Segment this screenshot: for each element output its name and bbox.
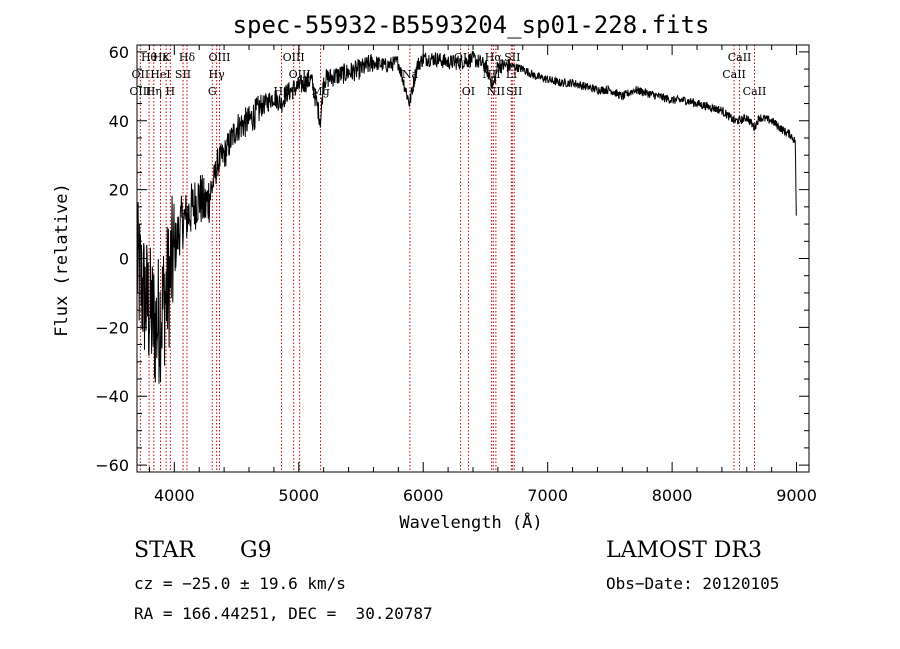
y-tick-label: −20 bbox=[95, 318, 129, 337]
y-tick-label: 60 bbox=[109, 43, 129, 62]
line-marker-label: Na bbox=[402, 68, 419, 81]
line-marker-label: CaII bbox=[743, 85, 767, 98]
object-class: STAR bbox=[134, 538, 195, 563]
x-tick-label: 6000 bbox=[403, 486, 444, 505]
line-marker-label: HeI bbox=[150, 68, 170, 81]
line-marker-label: Hη bbox=[146, 85, 162, 98]
line-marker-label: CaII bbox=[728, 51, 752, 64]
x-axis-label: Wavelength (Å) bbox=[399, 511, 542, 533]
line-marker-label: K bbox=[162, 51, 171, 64]
line-marker-label: OII bbox=[132, 68, 150, 81]
line-marker-label: NII bbox=[487, 85, 505, 98]
line-marker-label: Hδ bbox=[179, 51, 196, 64]
line-marker-label: OIII bbox=[129, 85, 151, 98]
x-tick-label: 4000 bbox=[154, 486, 195, 505]
line-marker-label: SII bbox=[175, 68, 191, 81]
redshift-cz: cz = −25.0 ± 19.6 km/s bbox=[134, 574, 346, 593]
y-axis-ticks: −60 −40 −20 0 20 40 60 bbox=[95, 43, 809, 475]
line-marker-label: Hα bbox=[485, 51, 503, 64]
coordinates: RA = 166.44251, DEC = 30.20787 bbox=[134, 604, 433, 623]
spectrum-chart: spec-55932-B5593204_sp01-228.fits Hθ OII O… bbox=[52, 11, 817, 533]
y-tick-label: 0 bbox=[119, 250, 129, 269]
x-axis-ticks: 4000 5000 6000 7000 8000 9000 bbox=[148, 45, 817, 505]
spectrum-line bbox=[136, 50, 797, 384]
y-tick-label: 20 bbox=[109, 181, 129, 200]
y-axis-label: Flux (relative) bbox=[52, 183, 72, 337]
line-marker-label: G bbox=[208, 85, 217, 98]
spectral-subclass: G9 bbox=[240, 538, 272, 563]
x-tick-label: 9000 bbox=[776, 486, 817, 505]
y-tick-label: −40 bbox=[95, 387, 129, 406]
chart-title: spec-55932-B5593204_sp01-228.fits bbox=[233, 11, 710, 39]
x-tick-label: 5000 bbox=[278, 486, 319, 505]
line-marker-label: OI bbox=[462, 85, 475, 98]
line-marker-label: H bbox=[166, 85, 176, 98]
x-tick-label: 8000 bbox=[652, 486, 693, 505]
observation-date: Obs−Date: 20120105 bbox=[606, 574, 780, 593]
line-marker-label: SII bbox=[506, 85, 522, 98]
line-marker-label: Hθ bbox=[141, 51, 158, 64]
line-marker-label: CaII bbox=[722, 68, 746, 81]
line-marker-label: Hγ bbox=[209, 68, 226, 81]
survey-name: LAMOST DR3 bbox=[606, 538, 762, 563]
line-marker-label: OIII bbox=[283, 51, 305, 64]
line-markers bbox=[139, 45, 755, 472]
line-marker-label: Hε bbox=[153, 51, 169, 64]
x-tick-label: 7000 bbox=[527, 486, 568, 505]
line-marker-label: Li bbox=[506, 68, 517, 81]
y-tick-label: −60 bbox=[95, 456, 129, 475]
y-tick-label: 40 bbox=[109, 112, 129, 131]
line-marker-label: OIII bbox=[208, 51, 230, 64]
